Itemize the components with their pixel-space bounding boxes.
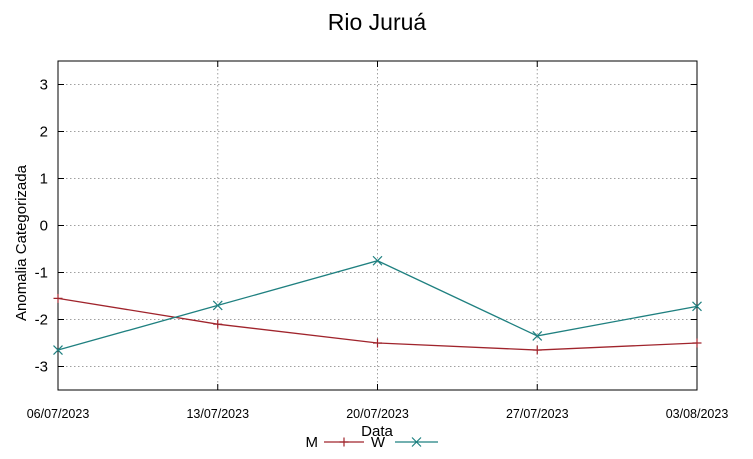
y-tick-label: 3	[40, 77, 48, 94]
x-marker	[212, 300, 223, 311]
y-tick-label: 2	[40, 124, 48, 141]
plus-marker	[213, 319, 223, 329]
x-marker	[532, 331, 543, 341]
plus-marker	[532, 345, 542, 355]
x-marker	[372, 255, 383, 266]
x-marker	[53, 345, 63, 355]
legend-label: W	[371, 434, 386, 451]
x-marker	[411, 437, 422, 447]
y-axis-ticks: 3 2 1 0 -1 -2 -3	[35, 77, 697, 376]
x-marker	[692, 301, 702, 312]
legend-label: M	[306, 434, 319, 451]
x-tick-label: 06/07/2023	[27, 407, 90, 421]
y-axis-label: Anomalia Categorizada	[13, 164, 30, 321]
chart-title: Rio Juruá	[328, 9, 427, 35]
x-tick-label: 20/07/2023	[346, 407, 409, 421]
series-W	[53, 255, 702, 355]
plus-marker	[373, 338, 382, 348]
y-tick-label: -3	[35, 359, 48, 376]
plus-marker	[339, 437, 349, 447]
series-layer	[53, 255, 702, 355]
series-M	[53, 293, 702, 355]
y-tick-label: 0	[40, 218, 48, 235]
x-tick-label: 13/07/2023	[186, 407, 249, 421]
plus-marker	[692, 338, 702, 348]
y-tick-label: 1	[40, 171, 48, 188]
plus-marker	[53, 293, 63, 303]
gridlines	[58, 61, 697, 390]
y-tick-label: -1	[35, 265, 48, 282]
x-axis-ticks: 06/07/2023 13/07/2023 20/07/2023 27/07/2023…	[27, 61, 729, 421]
x-axis-label: Data	[361, 423, 393, 440]
x-tick-label: 03/08/2023	[666, 407, 729, 421]
y-tick-label: -2	[35, 312, 48, 329]
x-tick-label: 27/07/2023	[506, 407, 569, 421]
